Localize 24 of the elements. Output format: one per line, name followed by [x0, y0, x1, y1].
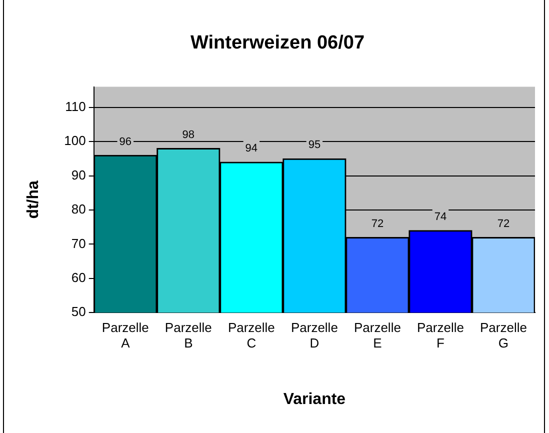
data-label: 98: [182, 128, 195, 141]
x-tick-label: Parzelle F: [416, 320, 464, 351]
y-tick-label: 70: [71, 236, 86, 251]
x-tick-label: Parzelle E: [354, 320, 401, 351]
y-tick-label: 100: [64, 133, 86, 148]
x-tick-label: Parzelle G: [480, 320, 527, 351]
chart-title: Winterweizen 06/07: [190, 32, 365, 54]
x-axis-title: Variante: [283, 390, 346, 408]
y-tick-label: 50: [71, 304, 86, 320]
x-tick-label: Parzelle D: [290, 320, 338, 351]
y-tick-label: 90: [71, 167, 86, 182]
y-axis-title: dt/ha: [25, 180, 42, 219]
y-tick-label: 60: [71, 270, 86, 285]
data-label: 94: [245, 142, 258, 155]
data-label: 96: [119, 136, 132, 148]
x-tick-label: Parzelle B: [164, 320, 212, 351]
data-label: 72: [497, 218, 510, 230]
x-tick-label: Parzelle C: [228, 320, 275, 351]
y-tick-label: 110: [65, 98, 86, 114]
data-label: 95: [308, 139, 321, 152]
data-label: 74: [434, 211, 447, 224]
y-tick-label: 80: [71, 202, 86, 217]
data-label: 72: [371, 218, 384, 230]
x-tick-label: Parzelle A: [102, 320, 149, 351]
